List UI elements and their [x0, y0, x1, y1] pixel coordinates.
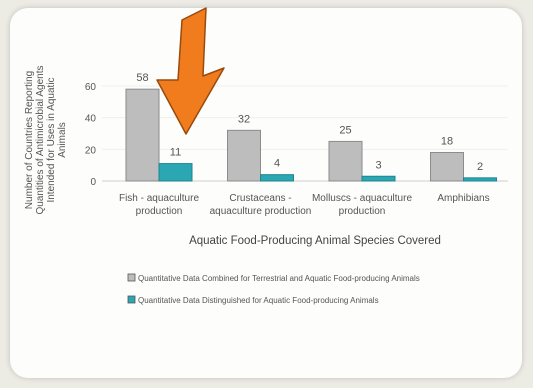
y-axis-title: Number of Countries ReportingQuantities …	[24, 66, 68, 215]
category-label: Amphibians	[437, 193, 489, 204]
category-label: Fish - aquaculture production	[119, 193, 199, 217]
bar-value-label: 18	[441, 136, 453, 148]
bar	[260, 174, 294, 182]
bar	[430, 152, 464, 182]
bar	[158, 163, 193, 182]
bar	[361, 175, 396, 182]
y-tick-label: 40	[85, 114, 97, 125]
y-tick-label: 20	[85, 145, 97, 156]
x-axis-title: Aquatic Food-Producing Animal Species Co…	[189, 235, 441, 247]
legend-label: Quantitative Data Combined for Terrestri…	[138, 274, 420, 283]
category-label: Molluscs - aquaculture production	[312, 193, 412, 217]
legend-swatch	[127, 295, 136, 304]
y-tick-label: 0	[90, 177, 96, 188]
bar	[125, 88, 160, 182]
y-tick-label: 60	[85, 82, 97, 93]
bar-value-label: 4	[274, 158, 280, 170]
bar-value-label: 3	[375, 159, 381, 171]
bar	[328, 140, 363, 182]
bar-value-label: 32	[238, 113, 250, 125]
bar-value-label: 2	[477, 161, 483, 173]
legend-swatch	[127, 273, 136, 282]
bar	[227, 129, 261, 182]
bar-value-label: 25	[339, 124, 351, 136]
legend-label: Quantitative Data Distinguished for Aqua…	[138, 296, 379, 305]
chart-card	[10, 8, 522, 378]
category-label: Crustaceans -aquaculture production	[210, 193, 312, 217]
bar-value-label: 11	[170, 147, 181, 159]
bar	[463, 177, 497, 182]
bar-value-label: 58	[136, 72, 148, 84]
orange-arrow-icon	[156, 7, 225, 135]
